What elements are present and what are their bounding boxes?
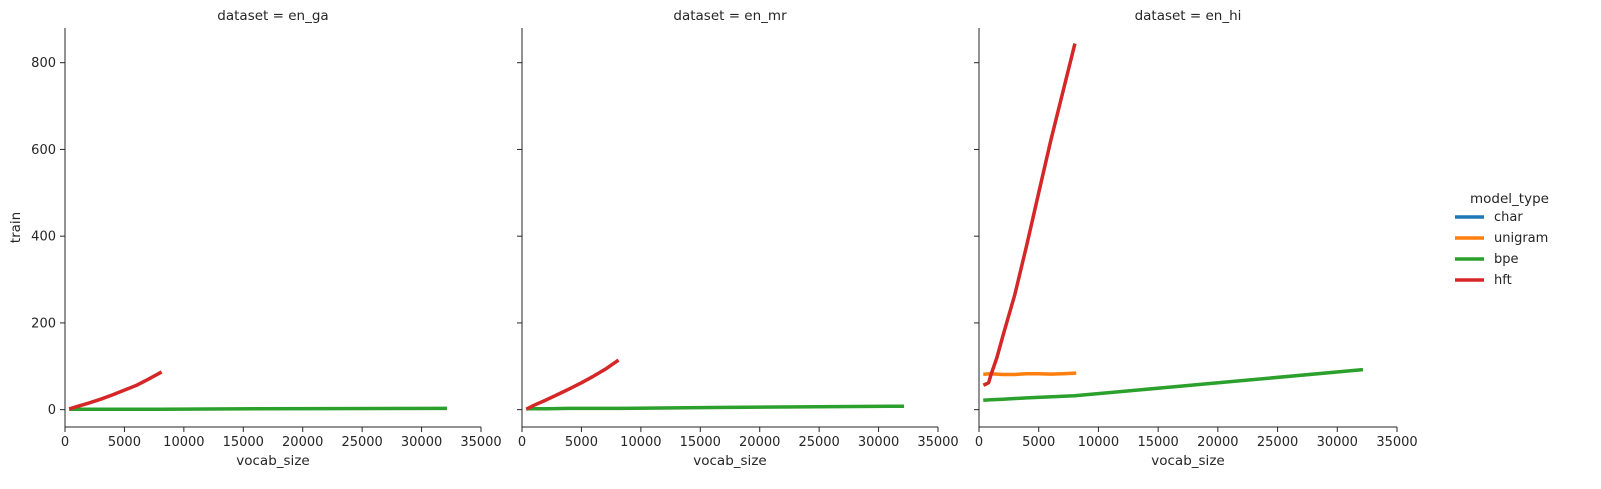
x-tick-label: 20000 [739, 435, 780, 450]
x-tick-label: 30000 [1317, 435, 1358, 450]
facet-2: dataset = en_hi 0 5000 10000 15000 20000 25000… [974, 8, 1418, 469]
series-line-bpe [69, 406, 448, 411]
x-tick-label: 5000 [108, 435, 141, 450]
facet-1: dataset = en_mr 0 5000 10000 15000 20000 25000… [517, 8, 959, 469]
x-axis-label: vocab_size [693, 453, 766, 469]
legend-title: model_type [1470, 191, 1549, 207]
y-axis-label: train [8, 212, 24, 243]
x-tick-label: 5000 [565, 435, 598, 450]
x-tick-label: 0 [518, 435, 526, 450]
series-line-unigram [983, 371, 1077, 377]
y-tick-label: 600 [31, 143, 56, 158]
x-tick-label: 0 [975, 435, 983, 450]
y-tick-label: 200 [31, 316, 56, 331]
x-tick-label: 35000 [460, 435, 501, 450]
facet-title: dataset = en_ga [217, 8, 328, 24]
legend-label-hft: hft [1494, 273, 1512, 288]
x-tick-label: 35000 [917, 435, 958, 450]
x-tick-label: 30000 [401, 435, 442, 450]
facet-title: dataset = en_hi [1135, 8, 1242, 24]
series-line-hft [982, 43, 1077, 387]
x-tick-label: 25000 [1257, 435, 1298, 450]
y-tick-label: 800 [31, 56, 56, 71]
series-line-hft [525, 358, 620, 411]
x-tick-label: 5000 [1022, 435, 1055, 450]
series-line-bpe [526, 404, 905, 411]
x-tick-label: 20000 [282, 435, 323, 450]
series-line-bpe [983, 367, 1364, 402]
legend-label-char: char [1494, 210, 1523, 225]
legend-label-bpe: bpe [1494, 252, 1519, 267]
x-tick-label: 15000 [680, 435, 721, 450]
x-tick-label: 10000 [620, 435, 661, 450]
x-tick-label: 15000 [1137, 435, 1178, 450]
legend-label-unigram: unigram [1494, 231, 1548, 246]
facet-title: dataset = en_mr [673, 8, 787, 24]
facet-0: dataset = en_ga 0 5000 10000 15000 20000 25000… [8, 8, 502, 469]
y-tick-label: 400 [31, 230, 56, 245]
x-axis-label: vocab_size [1151, 453, 1224, 469]
x-tick-label: 25000 [798, 435, 839, 450]
x-tick-label: 35000 [1376, 435, 1417, 450]
x-axis-label: vocab_size [236, 453, 309, 469]
x-tick-label: 25000 [341, 435, 382, 450]
x-tick-label: 10000 [1078, 435, 1119, 450]
x-tick-label: 15000 [223, 435, 264, 450]
y-tick-label: 0 [48, 403, 56, 418]
x-tick-label: 20000 [1197, 435, 1238, 450]
x-tick-label: 10000 [163, 435, 204, 450]
x-tick-label: 30000 [858, 435, 899, 450]
x-tick-label: 0 [61, 435, 69, 450]
series-line-hft [68, 370, 163, 411]
